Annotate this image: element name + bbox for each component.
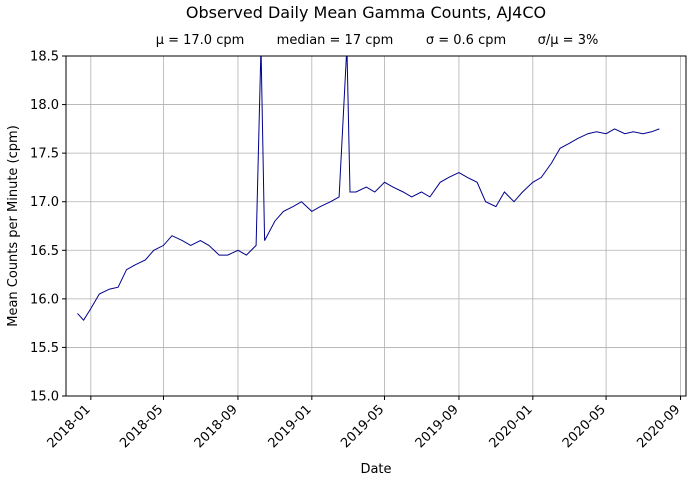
data-series xyxy=(77,56,660,322)
y-tick-label: 18.0 xyxy=(30,98,59,113)
y-tick-label: 17.5 xyxy=(30,147,59,162)
y-axis-label: Mean Counts per Minute (cpm) xyxy=(6,125,21,327)
subtitle-mean: μ = 17.0 cpm xyxy=(156,33,245,48)
y-tick-label: 15.5 xyxy=(30,341,59,356)
y-tick-label: 16.0 xyxy=(30,292,59,307)
x-axis-label: Date xyxy=(360,462,391,477)
y-tick-label: 16.5 xyxy=(30,244,59,259)
chart-subtitle: μ = 17.0 cpm median = 17 cpm σ = 0.6 cpm… xyxy=(156,33,599,48)
subtitle-ratio: σ/μ = 3% xyxy=(538,33,599,48)
subtitle-median: median = 17 cpm xyxy=(277,33,394,48)
series-line xyxy=(77,56,660,322)
chart-title: Observed Daily Mean Gamma Counts, AJ4CO xyxy=(186,3,546,22)
y-axis-ticks: 15.0 15.5 16.0 16.5 17.0 17.5 18.0 18.5 xyxy=(30,50,66,405)
y-tick-label: 18.5 xyxy=(30,50,59,65)
subtitle-sigma: σ = 0.6 cpm xyxy=(426,33,506,48)
y-tick-label: 15.0 xyxy=(30,390,59,405)
y-tick-label: 17.0 xyxy=(30,195,59,210)
plot-frame xyxy=(65,55,687,397)
